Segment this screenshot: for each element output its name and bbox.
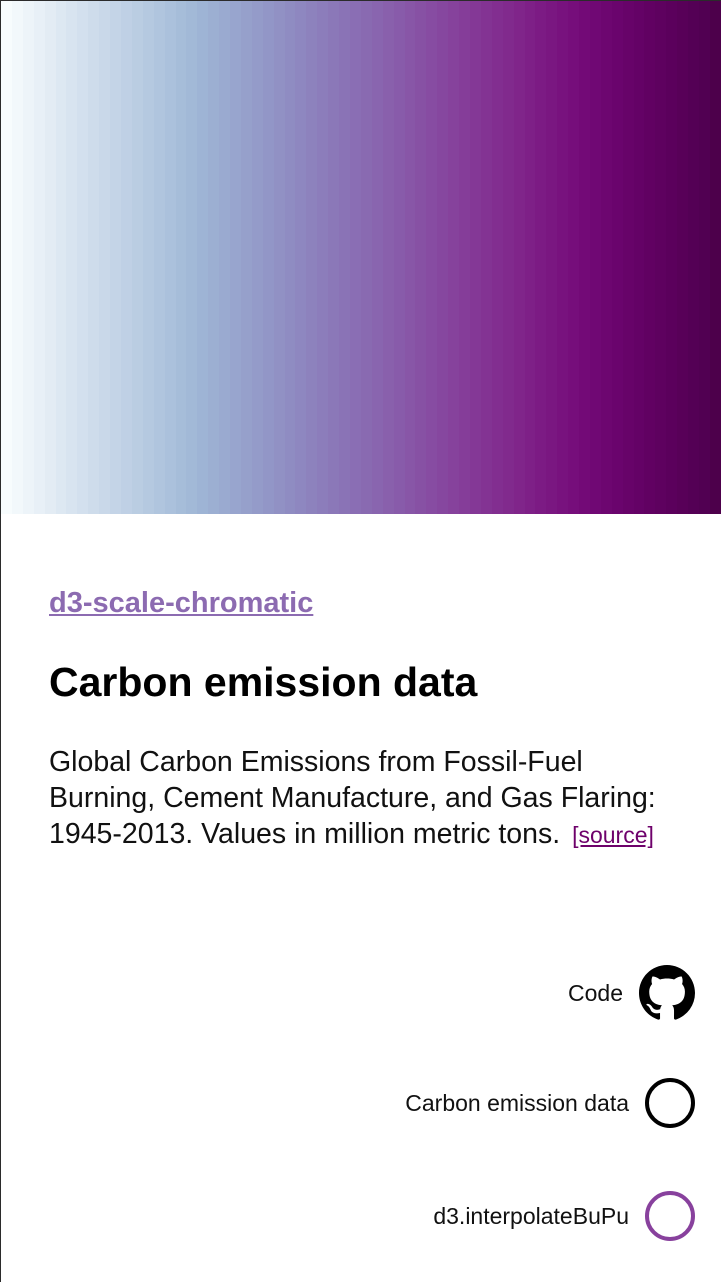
color-stripe	[491, 1, 503, 514]
color-stripe	[360, 1, 372, 514]
color-stripe	[666, 1, 678, 514]
color-stripe	[513, 1, 525, 514]
color-stripe	[622, 1, 634, 514]
dataset-label: Carbon emission data	[405, 1089, 629, 1116]
color-stripe	[568, 1, 580, 514]
color-stripe	[480, 1, 492, 514]
color-stripe	[600, 1, 612, 514]
color-stripe	[284, 1, 296, 514]
color-stripe	[382, 1, 394, 514]
color-stripe	[371, 1, 383, 514]
color-stripe	[350, 1, 361, 514]
color-stripes-banner	[1, 1, 721, 514]
github-icon[interactable]	[639, 965, 695, 1021]
color-stripe	[524, 1, 536, 514]
color-stripe	[469, 1, 481, 514]
color-stripe	[22, 1, 34, 514]
color-stripe	[11, 1, 23, 514]
color-stripe	[186, 1, 198, 514]
color-stripe	[230, 1, 241, 514]
color-stripe	[644, 1, 656, 514]
color-stripe	[66, 1, 78, 514]
color-stripe	[240, 1, 252, 514]
interpolator-ring-button[interactable]	[645, 1191, 695, 1241]
dataset-description: Global Carbon Emissions from Fossil-Fuel…	[49, 744, 689, 853]
color-stripe	[677, 1, 689, 514]
color-stripe	[131, 1, 143, 514]
source-link[interactable]: [source]	[572, 822, 654, 848]
color-stripe	[1, 1, 12, 514]
dataset-action[interactable]: Carbon emission data	[405, 1078, 695, 1128]
color-stripe	[197, 1, 209, 514]
color-stripe	[273, 1, 285, 514]
color-stripe	[88, 1, 100, 514]
interpolator-label: d3.interpolateBuPu	[433, 1202, 629, 1229]
color-stripe	[393, 1, 405, 514]
color-stripe	[688, 1, 699, 514]
color-stripe	[142, 1, 154, 514]
color-stripe	[633, 1, 645, 514]
color-stripe	[459, 1, 470, 514]
color-stripe	[55, 1, 67, 514]
color-stripe	[339, 1, 350, 514]
color-stripe	[557, 1, 569, 514]
color-stripe	[699, 1, 710, 514]
color-stripe	[306, 1, 318, 514]
color-stripe	[175, 1, 187, 514]
color-stripe	[448, 1, 460, 514]
color-stripe	[219, 1, 231, 514]
color-stripe	[77, 1, 89, 514]
color-stripe	[44, 1, 56, 514]
color-stripe	[99, 1, 111, 514]
color-stripe	[251, 1, 263, 514]
color-stripe	[546, 1, 558, 514]
color-stripe	[120, 1, 132, 514]
interpolator-action[interactable]: d3.interpolateBuPu	[433, 1191, 695, 1241]
library-link[interactable]: d3-scale-chromatic	[49, 587, 314, 619]
color-stripe	[328, 1, 340, 514]
color-stripe	[415, 1, 427, 514]
code-label: Code	[568, 979, 623, 1006]
color-stripe	[709, 1, 721, 514]
color-stripe	[295, 1, 307, 514]
color-stripe	[437, 1, 449, 514]
color-stripe	[426, 1, 438, 514]
color-stripe	[110, 1, 121, 514]
color-stripe	[502, 1, 514, 514]
color-stripe	[655, 1, 667, 514]
color-stripe	[164, 1, 176, 514]
page-title: Carbon emission data	[49, 659, 478, 705]
color-stripe	[262, 1, 274, 514]
color-stripe	[579, 1, 590, 514]
color-stripe	[153, 1, 165, 514]
description-text: Global Carbon Emissions from Fossil-Fuel…	[49, 746, 656, 850]
color-stripe	[404, 1, 416, 514]
color-stripe	[589, 1, 601, 514]
color-stripe	[208, 1, 220, 514]
color-stripe	[33, 1, 45, 514]
color-stripe	[611, 1, 623, 514]
color-stripe	[535, 1, 547, 514]
color-stripe	[317, 1, 329, 514]
code-action[interactable]: Code	[568, 965, 695, 1021]
dataset-ring-button[interactable]	[645, 1078, 695, 1128]
